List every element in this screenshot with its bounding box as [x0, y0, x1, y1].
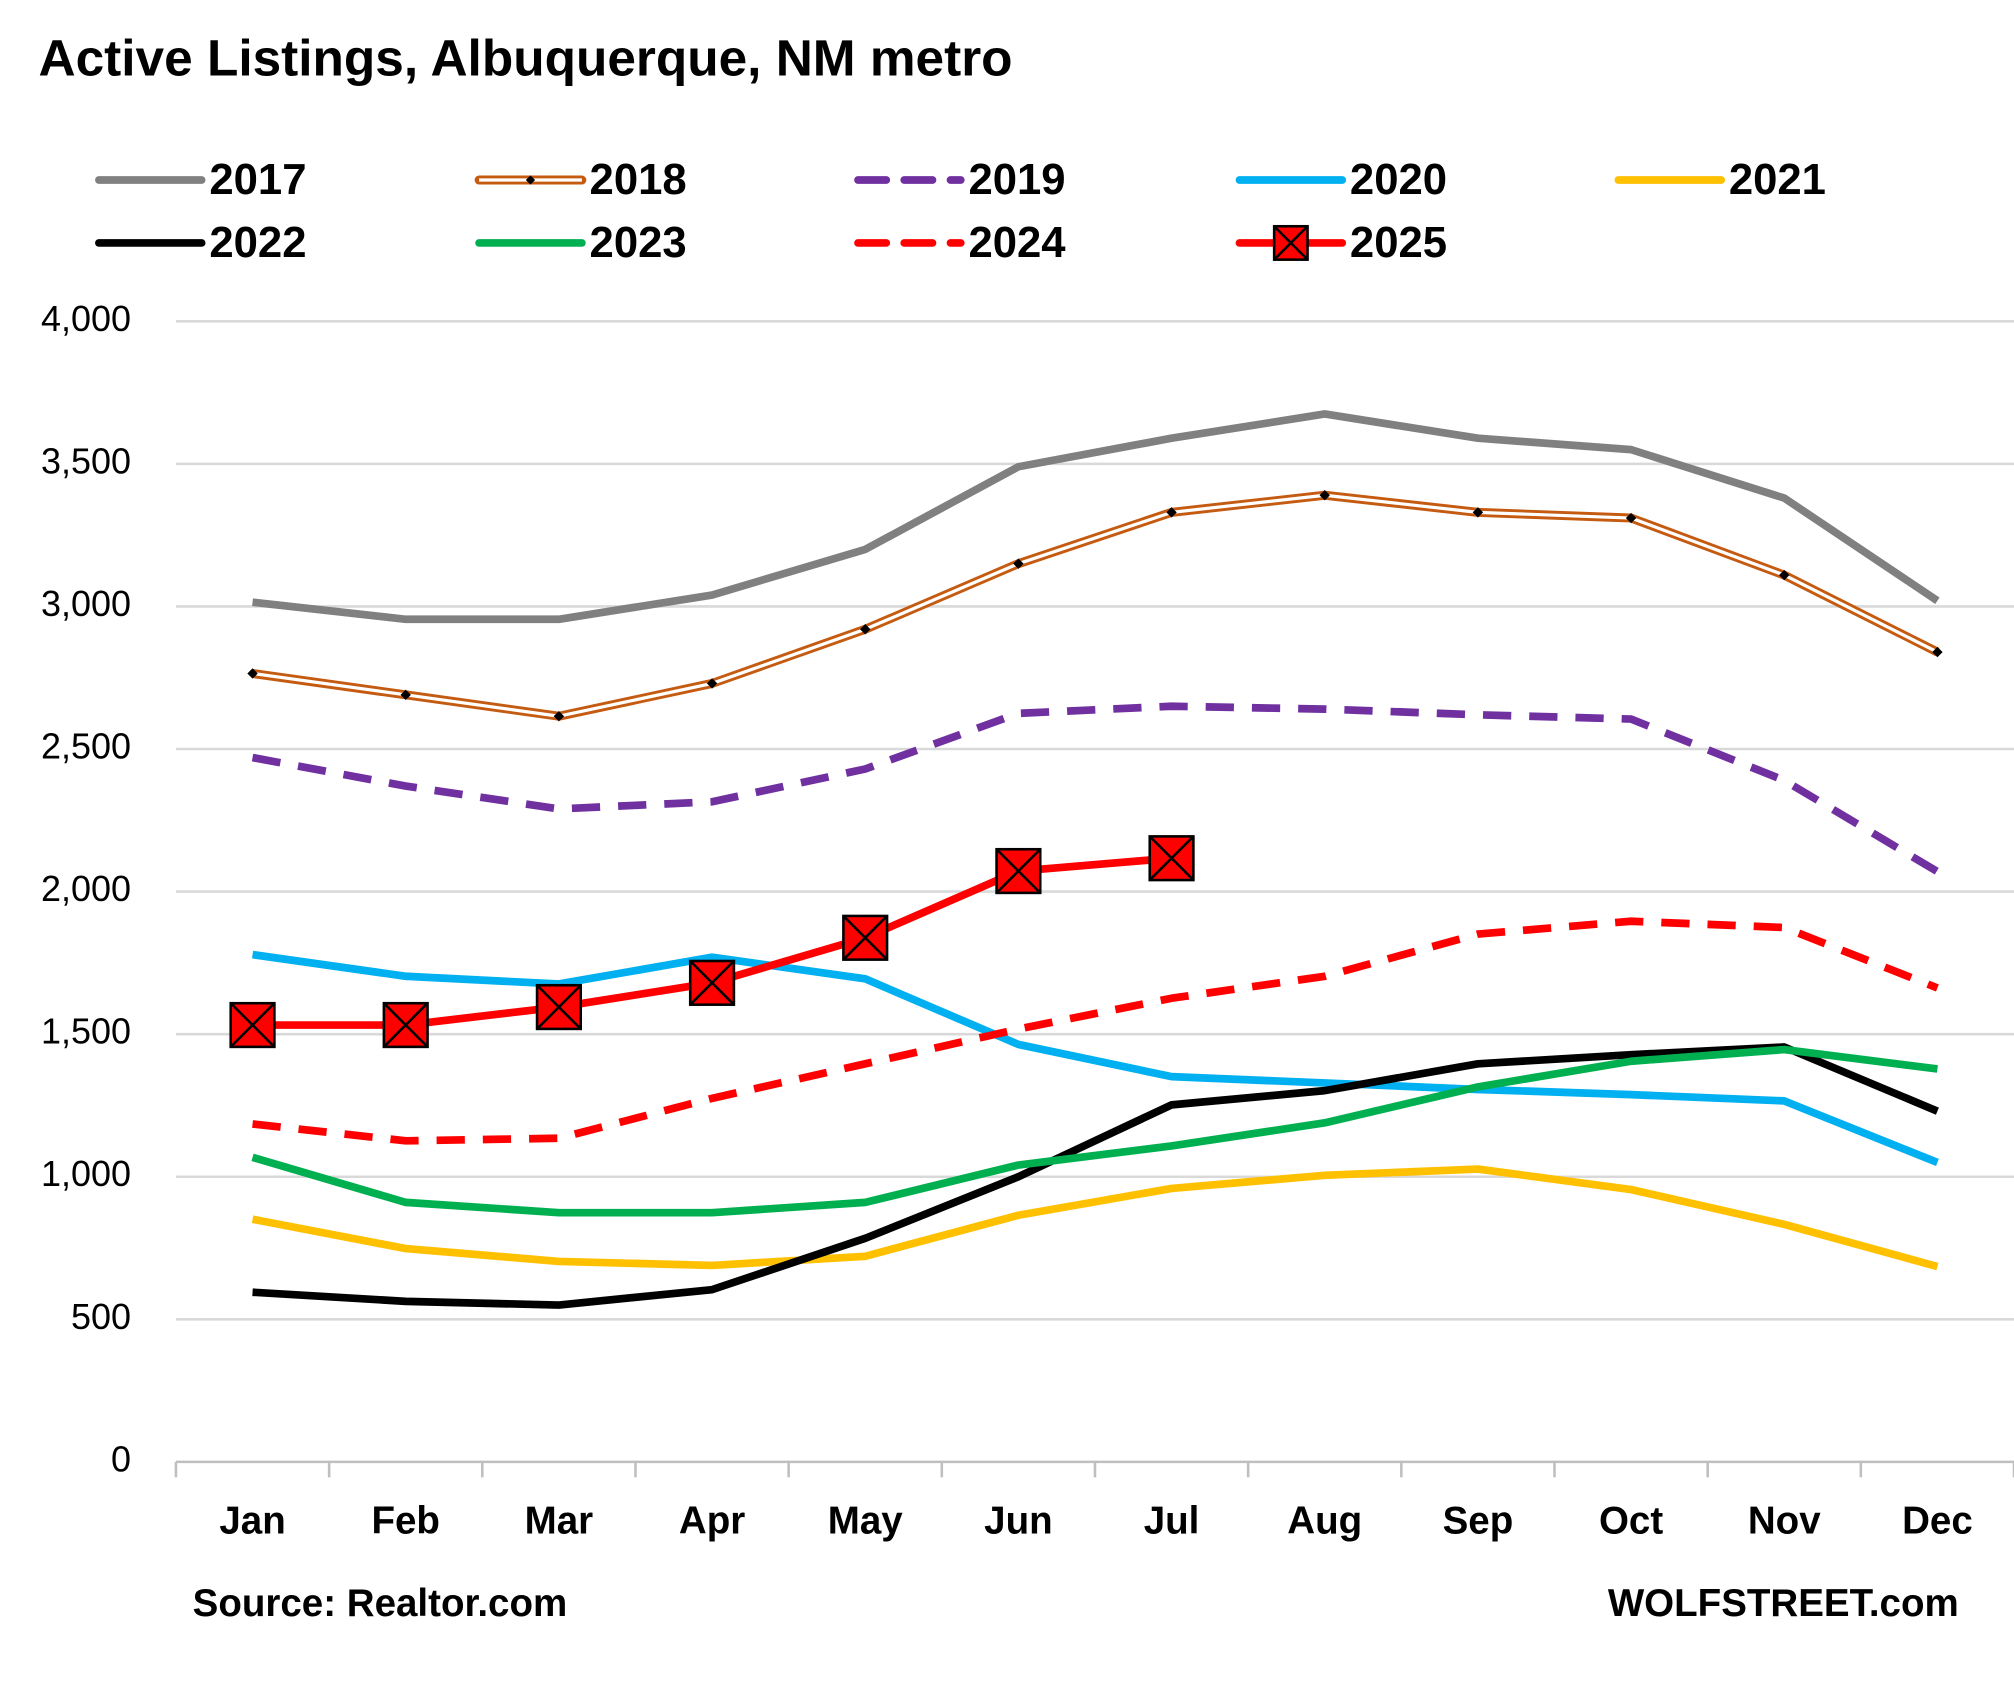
series-line: [251, 1165, 1939, 1271]
legend-label: 2017: [209, 155, 306, 204]
series-line: [251, 1045, 1938, 1217]
series-line-inner: [252, 493, 1939, 718]
x-tick-label: Nov: [1748, 1500, 1821, 1543]
y-tick-label: 2,000: [41, 868, 131, 909]
x-tick-label: Dec: [1902, 1500, 1973, 1543]
marker: [1148, 835, 1195, 882]
legend-item: 2018: [474, 155, 687, 204]
y-tick-label: 0: [111, 1438, 131, 1479]
x-tick-label: Mar: [525, 1500, 594, 1543]
x-tick-label: Jul: [1144, 1500, 1200, 1543]
y-tick-label: 1,500: [41, 1011, 131, 1052]
y-tick-label: 500: [71, 1296, 131, 1337]
marker-cross: [842, 915, 888, 961]
x-tick-label: Oct: [1599, 1500, 1663, 1543]
marker: [1272, 224, 1309, 261]
legend-label: 2020: [1350, 155, 1447, 204]
legend-item: 2023: [475, 218, 687, 267]
y-tick-label: 1,000: [41, 1153, 131, 1194]
chart-title: Active Listings, Albuquerque, NM metro: [39, 28, 1013, 86]
marker-cross: [1148, 835, 1195, 881]
legend-label: 2025: [1350, 218, 1447, 267]
marker: [382, 1001, 429, 1049]
y-tick-label: 4,000: [41, 298, 131, 339]
legend-item: 2025: [1235, 218, 1447, 267]
x-tick-label: Aug: [1287, 1500, 1362, 1543]
legend-item: 2019: [854, 155, 1066, 204]
marker: [525, 175, 536, 185]
legend-label: 2018: [590, 155, 687, 204]
marker: [688, 959, 736, 1006]
marker: [535, 983, 583, 1031]
marker-cross: [536, 984, 582, 1030]
y-tick-label: 3,000: [41, 583, 131, 624]
marker: [229, 1001, 276, 1049]
legend-item: 2024: [854, 218, 1066, 267]
legend-item: 2022: [95, 218, 306, 267]
y-tick-label: 2,500: [41, 726, 131, 767]
x-tick-label: Sep: [1443, 1500, 1514, 1543]
marker: [1319, 490, 1330, 501]
x-tick-label: Jan: [219, 1500, 285, 1543]
marker: [842, 914, 889, 961]
series-line: [251, 702, 1940, 875]
marker-cross: [382, 1002, 429, 1048]
legend-item: 2020: [1235, 155, 1447, 204]
marker-cross: [229, 1002, 276, 1048]
marker-cross: [689, 960, 735, 1006]
marker-cross: [995, 848, 1042, 894]
marker-cross: [1273, 225, 1309, 261]
series-line: [252, 410, 1940, 624]
x-tick-label: Apr: [679, 1500, 745, 1543]
legend-label: 2024: [968, 218, 1066, 267]
legend-label: 2019: [968, 155, 1065, 204]
x-tick-label: May: [828, 1500, 904, 1543]
marker: [1932, 646, 1943, 658]
series-line: [252, 950, 1939, 1167]
series-line: [252, 917, 1939, 1145]
legend-label: 2022: [209, 218, 306, 267]
marker: [1472, 507, 1484, 518]
legend-item: 2017: [95, 155, 306, 204]
legend-label: 2023: [590, 218, 687, 267]
credit: WOLFSTREET.com: [1608, 1582, 1959, 1625]
x-tick-label: Jun: [984, 1500, 1052, 1543]
marker: [1779, 569, 1790, 581]
legend-label: 2021: [1729, 155, 1826, 204]
marker: [1166, 507, 1177, 518]
marker: [995, 847, 1042, 895]
source: Source: Realtor.com: [193, 1582, 568, 1625]
x-tick-label: Feb: [371, 1500, 439, 1543]
legend-item: 2021: [1614, 155, 1826, 204]
y-tick-label: 3,500: [41, 440, 131, 481]
marker: [400, 689, 411, 701]
marker: [1013, 558, 1024, 569]
series-line: [252, 1043, 1939, 1309]
